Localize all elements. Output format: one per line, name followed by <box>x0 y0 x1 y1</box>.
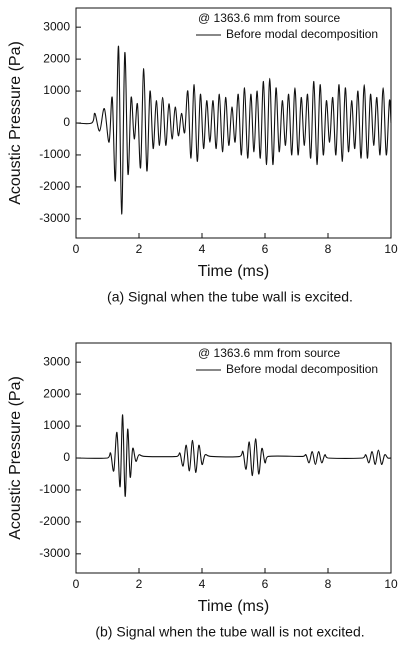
signal-line <box>75 45 392 215</box>
x-tick-label: 6 <box>262 577 269 591</box>
y-tick-label: 0 <box>63 115 70 129</box>
x-tick-label: 8 <box>325 577 332 591</box>
caption: (a) Signal when the tube wall is excited… <box>107 289 353 305</box>
x-tick-label: 10 <box>384 242 398 256</box>
annotation: @ 1363.6 mm from source <box>198 11 341 25</box>
x-tick-label: 4 <box>199 577 206 591</box>
y-tick-label: -1000 <box>39 482 70 496</box>
caption: (b) Signal when the tube wall is not exc… <box>95 624 364 640</box>
y-tick-label: 1000 <box>43 83 70 97</box>
y-tick-label: 2000 <box>43 51 70 65</box>
x-tick-label: 6 <box>262 242 269 256</box>
y-tick-label: -1000 <box>39 147 70 161</box>
y-axis-label: Acoustic Pressure (Pa) <box>7 376 24 540</box>
y-tick-label: 1000 <box>43 418 70 432</box>
y-tick-label: -3000 <box>39 211 70 225</box>
x-axis-label: Time (ms) <box>198 263 269 280</box>
annotation: @ 1363.6 mm from source <box>198 346 341 360</box>
y-tick-label: -2000 <box>39 514 70 528</box>
x-tick-label: 2 <box>136 577 143 591</box>
x-tick-label: 0 <box>73 242 80 256</box>
y-tick-label: 3000 <box>43 19 70 33</box>
x-tick-label: 10 <box>384 577 398 591</box>
y-tick-label: -2000 <box>39 179 70 193</box>
signal-line <box>75 414 392 497</box>
legend-label: Before modal decomposition <box>226 27 378 41</box>
x-tick-label: 2 <box>136 242 143 256</box>
y-tick-label: 2000 <box>43 386 70 400</box>
x-axis-label: Time (ms) <box>198 598 269 615</box>
x-tick-label: 4 <box>199 242 206 256</box>
y-tick-label: 3000 <box>43 354 70 368</box>
y-tick-label: 0 <box>63 450 70 464</box>
legend-label: Before modal decomposition <box>226 362 378 376</box>
x-tick-label: 8 <box>325 242 332 256</box>
x-tick-label: 0 <box>73 577 80 591</box>
y-axis-label: Acoustic Pressure (Pa) <box>7 41 24 205</box>
y-tick-label: -3000 <box>39 546 70 560</box>
